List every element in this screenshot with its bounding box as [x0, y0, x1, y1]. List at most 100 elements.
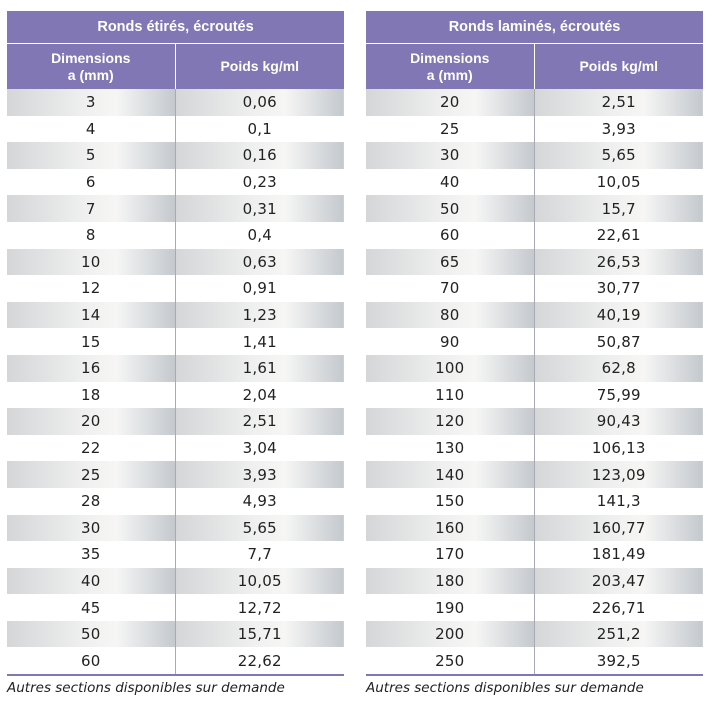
cell-weight: 181,49: [534, 541, 704, 568]
cell-weight: 50,87: [534, 328, 704, 355]
column-header-dimensions-line1: Dimensions: [51, 49, 131, 66]
cell-weight: 5,65: [534, 142, 704, 169]
cell-dimension: 70: [366, 275, 535, 302]
cell-dimension: 45: [7, 594, 176, 621]
table-row: 10 0,63: [7, 248, 345, 276]
column-header-dimensions-line2: a (mm): [426, 66, 473, 83]
cell-weight: 7,7: [175, 541, 345, 568]
table-row: 40 10,05: [7, 567, 345, 595]
cell-weight: 75,99: [534, 381, 704, 409]
table-row: 170 181,49: [366, 541, 704, 568]
table-row: 60 22,61: [366, 221, 704, 249]
cell-dimension: 14: [7, 301, 176, 329]
cell-weight: 1,23: [175, 301, 345, 329]
table-body: 20 2,51 25 3,93 30 5,65 40 10,05 50 15,7 60 22,61 65…: [366, 89, 704, 677]
cell-weight: 30,77: [534, 275, 704, 302]
table-row: 160 160,77: [366, 514, 704, 542]
table-row: 22 3,04: [7, 434, 345, 462]
table-row: 70 30,77: [366, 275, 704, 302]
table-row: 50 15,71: [7, 620, 345, 648]
cell-weight: 2,51: [534, 89, 704, 116]
cell-weight: 2,04: [175, 381, 345, 409]
cell-dimension: 30: [366, 142, 535, 169]
cell-dimension: 120: [366, 408, 535, 435]
cell-weight: 0,06: [175, 89, 345, 116]
column-header-dimensions-line2: a (mm): [67, 66, 114, 83]
table-row: 60 22,62: [7, 647, 345, 677]
cell-dimension: 90: [366, 328, 535, 355]
cell-weight: 0,31: [175, 195, 345, 222]
cell-dimension: 250: [366, 647, 535, 677]
cell-weight: 141,3: [534, 487, 704, 515]
cell-weight: 3,04: [175, 434, 345, 462]
table-body: 3 0,06 4 0,1 5 0,16 6 0,23 7 0,31 8 0,4 10 0,63 12 0,91…: [7, 89, 345, 677]
table-row: 50 15,7: [366, 195, 704, 222]
cell-dimension: 6: [7, 168, 176, 196]
table-row: 14 1,23: [7, 301, 345, 329]
table-title: Ronds laminés, écroutés: [366, 11, 704, 44]
cell-weight: 10,05: [534, 168, 704, 196]
cell-dimension: 3: [7, 89, 176, 116]
table-row: 180 203,47: [366, 567, 704, 595]
cell-dimension: 4: [7, 115, 176, 143]
cell-dimension: 20: [7, 408, 176, 435]
cell-weight: 0,1: [175, 115, 345, 143]
cell-weight: 0,91: [175, 275, 345, 302]
cell-dimension: 15: [7, 328, 176, 355]
table-row: 30 5,65: [366, 142, 704, 169]
table-row: 28 4,93: [7, 487, 345, 515]
cell-weight: 15,7: [534, 195, 704, 222]
cell-dimension: 12: [7, 275, 176, 302]
cell-weight: 2,51: [175, 408, 345, 435]
cell-weight: 40,19: [534, 301, 704, 329]
cell-weight: 0,63: [175, 248, 345, 276]
cell-dimension: 150: [366, 487, 535, 515]
table-row: 25 3,93: [366, 115, 704, 143]
cell-weight: 5,65: [175, 514, 345, 542]
table-row: 30 5,65: [7, 514, 345, 542]
cell-weight: 0,23: [175, 168, 345, 196]
cell-dimension: 200: [366, 620, 535, 648]
column-header-weight: Poids kg/ml: [175, 43, 345, 89]
cell-weight: 12,72: [175, 594, 345, 621]
table-row: 130 106,13: [366, 434, 704, 462]
cell-dimension: 22: [7, 434, 176, 462]
table-ronds-lamines: Ronds laminés, écroutés Dimensions a (mm…: [366, 11, 704, 697]
column-header-weight: Poids kg/ml: [534, 43, 704, 89]
cell-dimension: 60: [366, 221, 535, 249]
cell-dimension: 80: [366, 301, 535, 329]
cell-weight: 3,93: [175, 461, 345, 488]
cell-dimension: 25: [7, 461, 176, 488]
cell-weight: 62,8: [534, 354, 704, 382]
cell-weight: 22,62: [175, 647, 345, 677]
cell-dimension: 25: [366, 115, 535, 143]
table-row: 65 26,53: [366, 248, 704, 276]
cell-dimension: 110: [366, 381, 535, 409]
table-title: Ronds étirés, écroutés: [7, 11, 345, 44]
cell-dimension: 170: [366, 541, 535, 568]
column-header-dimensions-line1: Dimensions: [410, 49, 490, 66]
cell-dimension: 190: [366, 594, 535, 621]
cell-dimension: 160: [366, 514, 535, 542]
footnote: Autres sections disponibles sur demande: [366, 680, 644, 697]
cell-dimension: 16: [7, 354, 176, 382]
column-header-dimensions: Dimensions a (mm): [7, 43, 176, 89]
table-row: 80 40,19: [366, 301, 704, 329]
cell-weight: 392,5: [534, 647, 704, 677]
cell-dimension: 60: [7, 647, 176, 677]
table-row: 12 0,91: [7, 275, 345, 302]
cell-weight: 0,4: [175, 221, 345, 249]
cell-dimension: 100: [366, 354, 535, 382]
cell-dimension: 65: [366, 248, 535, 276]
cell-dimension: 8: [7, 221, 176, 249]
cell-weight: 160,77: [534, 514, 704, 542]
table-row: 250 392,5: [366, 647, 704, 677]
cell-weight: 0,16: [175, 142, 345, 169]
cell-dimension: 20: [366, 89, 535, 116]
table-row: 6 0,23: [7, 168, 345, 196]
cell-dimension: 40: [7, 567, 176, 595]
table-row: 150 141,3: [366, 487, 704, 515]
table-row: 200 251,2: [366, 620, 704, 648]
table-row: 35 7,7: [7, 541, 345, 568]
table-row: 5 0,16: [7, 142, 345, 169]
